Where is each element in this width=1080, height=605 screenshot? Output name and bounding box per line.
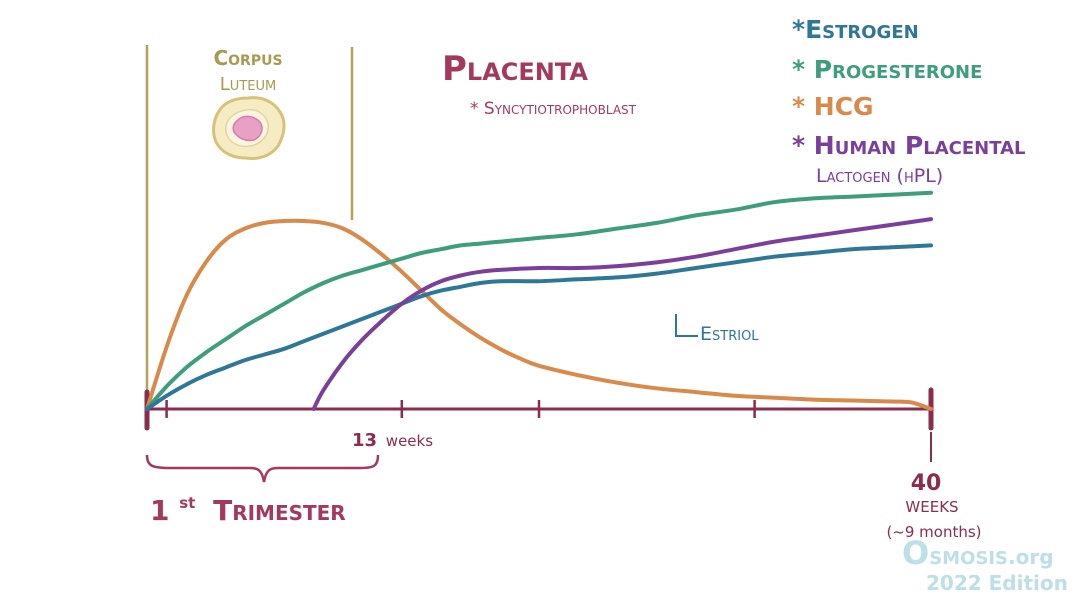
end-label-unit: WEEKS — [905, 498, 958, 516]
trimester-number: 1 — [150, 494, 169, 527]
corpus-luteum-label-line1: Corpus — [213, 46, 282, 70]
watermark-brand: Osmosis.org — [902, 534, 1054, 572]
tick-label-13-value: 13 — [352, 430, 377, 451]
legend-item-hpl: * Human Placental — [792, 131, 1026, 160]
trimester-brace — [145, 454, 380, 483]
osmosis-watermark: Osmosis.org 2022 Edition — [902, 534, 1068, 595]
estriol-pointer — [675, 314, 698, 337]
legend: *Estrogen * Progesterone * HCG * Human Plac… — [792, 15, 1026, 187]
legend-item-hcg: * HCG — [792, 92, 874, 121]
tick-label-13-unit: weeks — [386, 432, 433, 450]
corpus-luteum-icon — [212, 96, 286, 160]
series-line-progesterone — [145, 190, 933, 411]
tick-label-13: 13 weeks — [352, 430, 433, 451]
estriol-label: Estriol — [700, 323, 759, 345]
series-lines — [145, 190, 933, 411]
watermark-edition: 2022 Edition — [926, 571, 1068, 595]
legend-item-estrogen: *Estrogen — [792, 15, 919, 44]
trimester-label: 1 st Trimester — [150, 482, 346, 527]
series-line-hpl — [311, 217, 933, 411]
legend-item-progesterone: * Progesterone — [792, 55, 982, 84]
end-label-value: 40 — [911, 471, 942, 496]
corpus-luteum-label-line2: Luteum — [220, 74, 276, 95]
watermark-brand-rest: smosis — [929, 541, 1008, 571]
series-line-estrogen — [145, 243, 933, 411]
watermark-brand-org: .org — [1008, 545, 1054, 569]
placenta-title: Placenta — [442, 49, 588, 89]
series-line-hcg — [145, 218, 933, 411]
watermark-brand-o: O — [902, 534, 929, 572]
trimester-suffix: st — [179, 494, 195, 512]
placenta-subtitle: * Syncytiotrophoblast — [470, 99, 637, 119]
end-label-note: (~9 months) — [886, 523, 981, 541]
legend-item-hpl-line2: Lactogen (hPL) — [816, 165, 943, 187]
trimester-word: Trimester — [213, 494, 346, 527]
x-axis-ticks — [165, 400, 756, 418]
